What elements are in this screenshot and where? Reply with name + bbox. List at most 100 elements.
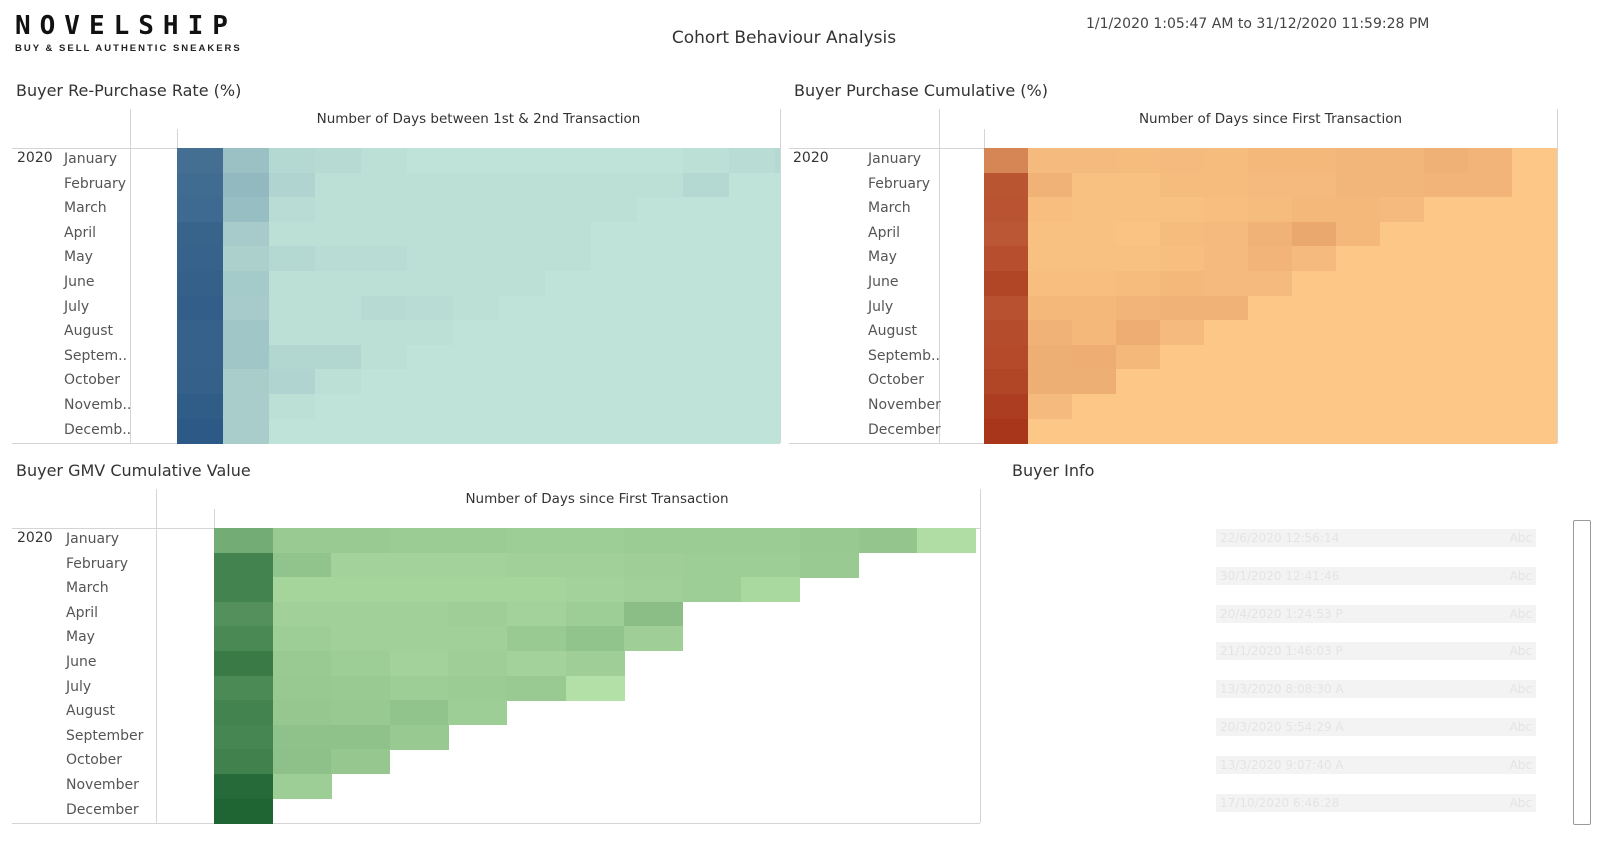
heatmap-cell[interactable]: [407, 271, 453, 296]
heatmap-cell[interactable]: [315, 295, 361, 321]
heatmap-cell[interactable]: [407, 344, 453, 370]
heatmap-cell[interactable]: [1468, 246, 1512, 272]
heatmap-cell[interactable]: [453, 418, 499, 444]
heatmap-cell[interactable]: [1160, 320, 1204, 346]
heatmap-cell[interactable]: [624, 626, 684, 652]
heatmap-cell[interactable]: [591, 418, 637, 444]
heatmap-cell[interactable]: [453, 320, 499, 346]
heatmap-cell[interactable]: [177, 418, 223, 444]
heatmap-cell[interactable]: [272, 528, 332, 553]
heatmap-cell[interactable]: [507, 626, 566, 652]
heatmap-cell[interactable]: [545, 221, 591, 247]
heatmap-cell[interactable]: [1292, 148, 1336, 173]
heatmap-cell[interactable]: [1204, 172, 1248, 198]
heatmap-cell[interactable]: [1028, 246, 1072, 272]
heatmap-cell[interactable]: [1336, 221, 1380, 247]
heatmap-cell[interactable]: [1028, 271, 1072, 296]
heatmap-cell[interactable]: [775, 394, 780, 419]
heatmap-cell[interactable]: [407, 197, 453, 223]
heatmap-cell[interactable]: [214, 601, 273, 627]
heatmap-cell[interactable]: [637, 344, 683, 370]
heatmap-cell[interactable]: [1468, 271, 1512, 296]
heatmap-cell[interactable]: [729, 148, 775, 173]
heatmap-cell[interactable]: [331, 724, 391, 750]
heatmap-cell[interactable]: [1292, 246, 1336, 272]
heatmap-cell[interactable]: [637, 320, 683, 346]
heatmap-cell[interactable]: [1116, 418, 1160, 444]
heatmap-cell[interactable]: [1160, 369, 1204, 395]
heatmap-cell[interactable]: [315, 172, 361, 198]
heatmap-cell[interactable]: [1468, 418, 1512, 444]
heatmap-cell[interactable]: [223, 221, 269, 247]
heatmap-cell[interactable]: [1336, 148, 1380, 173]
heatmap-cell[interactable]: [223, 172, 269, 198]
heatmap-cell[interactable]: [1160, 271, 1204, 296]
heatmap-cell[interactable]: [269, 197, 315, 223]
heatmap-cell[interactable]: [214, 651, 273, 676]
heatmap-cell[interactable]: [407, 221, 453, 247]
heatmap-cell[interactable]: [361, 344, 407, 370]
heatmap-cell[interactable]: [389, 651, 449, 676]
heatmap-cell[interactable]: [1116, 271, 1160, 296]
heatmap-cell[interactable]: [407, 148, 453, 173]
heatmap-cell[interactable]: [984, 369, 1028, 395]
heatmap-cell[interactable]: [223, 344, 269, 370]
heatmap-cell[interactable]: [565, 651, 625, 676]
heatmap-cell[interactable]: [453, 197, 499, 223]
heatmap-cell[interactable]: [1512, 148, 1556, 173]
heatmap-cell[interactable]: [331, 651, 391, 676]
heatmap-cell[interactable]: [1556, 369, 1557, 395]
heatmap-cell[interactable]: [1028, 172, 1072, 198]
heatmap-cell[interactable]: [729, 197, 775, 223]
heatmap-cell[interactable]: [272, 774, 332, 799]
heatmap-cell[interactable]: [361, 394, 407, 419]
heatmap-cell[interactable]: [499, 418, 545, 444]
heatmap-cell[interactable]: [683, 418, 729, 444]
heatmap-cell[interactable]: [683, 246, 729, 272]
heatmap-cell[interactable]: [729, 221, 775, 247]
heatmap-cell[interactable]: [1204, 197, 1248, 223]
heatmap-cell[interactable]: [637, 295, 683, 321]
heatmap-cell[interactable]: [507, 601, 566, 627]
heatmap-cell[interactable]: [389, 626, 449, 652]
heatmap-cell[interactable]: [1160, 148, 1204, 173]
heatmap-cell[interactable]: [1248, 148, 1292, 173]
heatmap-cell[interactable]: [1468, 172, 1512, 198]
heatmap-cell[interactable]: [1292, 344, 1336, 370]
heatmap-cell[interactable]: [1292, 295, 1336, 321]
heatmap-cell[interactable]: [272, 651, 332, 676]
heatmap-cell[interactable]: [775, 221, 780, 247]
heatmap-cell[interactable]: [269, 221, 315, 247]
heatmap-cell[interactable]: [453, 271, 499, 296]
buyer-info-scrollbar[interactable]: [1573, 520, 1591, 825]
heatmap-cell[interactable]: [729, 246, 775, 272]
heatmap-cell[interactable]: [1292, 221, 1336, 247]
heatmap-cell[interactable]: [984, 344, 1028, 370]
heatmap-cell[interactable]: [1512, 197, 1556, 223]
heatmap-cell[interactable]: [1116, 221, 1160, 247]
buyer-info-row[interactable]: 13/3/2020 9:07:40 A Abc: [1216, 755, 1536, 774]
heatmap-cell[interactable]: [361, 369, 407, 395]
heatmap-cell[interactable]: [637, 394, 683, 419]
heatmap-cell[interactable]: [1424, 295, 1468, 321]
heatmap-cell[interactable]: [1116, 369, 1160, 395]
heatmap-cell[interactable]: [637, 271, 683, 296]
heatmap-cell[interactable]: [1380, 394, 1424, 419]
heatmap-cell[interactable]: [214, 798, 273, 824]
heatmap-cell[interactable]: [1556, 246, 1557, 272]
heatmap-cell[interactable]: [984, 221, 1028, 247]
heatmap-cell[interactable]: [1380, 369, 1424, 395]
heatmap-cell[interactable]: [389, 700, 449, 726]
heatmap-cell[interactable]: [984, 320, 1028, 346]
heatmap-cell[interactable]: [315, 271, 361, 296]
heatmap-cell[interactable]: [591, 394, 637, 419]
heatmap-cell[interactable]: [177, 344, 223, 370]
heatmap-cell[interactable]: [1424, 418, 1468, 444]
heatmap-cell[interactable]: [545, 246, 591, 272]
heatmap-cell[interactable]: [729, 344, 775, 370]
heatmap-cell[interactable]: [1292, 320, 1336, 346]
heatmap-cell[interactable]: [1248, 394, 1292, 419]
heatmap-cell[interactable]: [331, 749, 391, 775]
buyer-info-row[interactable]: 17/10/2020 6:46:28 Abc: [1216, 793, 1536, 812]
heatmap-cell[interactable]: [389, 552, 449, 578]
